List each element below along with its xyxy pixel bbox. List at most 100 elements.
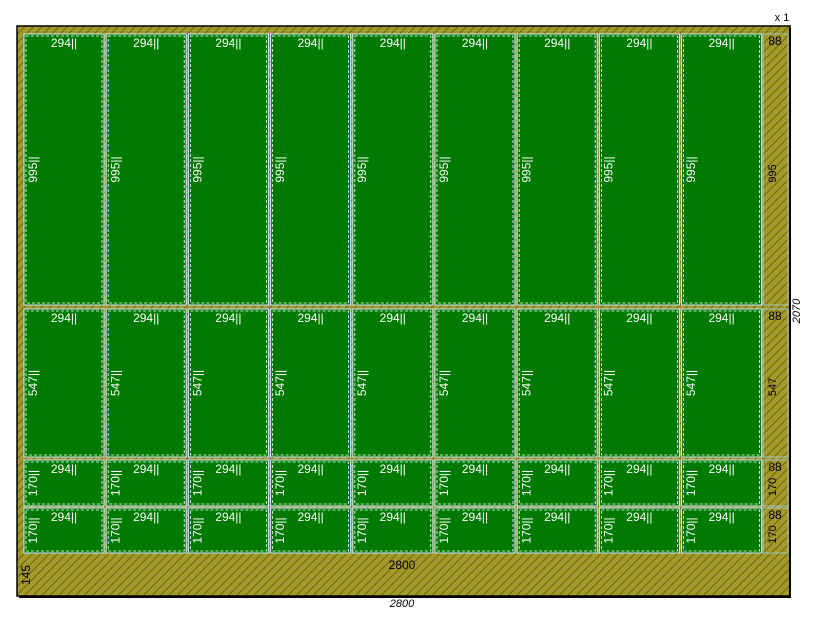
offcut-width: 88 [768, 460, 782, 474]
panel-edge [436, 461, 514, 505]
panel-height: 995|| [437, 156, 451, 182]
panel-height: 170|| [26, 470, 40, 496]
panel-height: 995|| [519, 156, 533, 182]
panel-height: 995|| [108, 156, 122, 182]
panel-height: 170|| [108, 517, 122, 543]
panel-height: 170|| [437, 470, 451, 496]
panel [23, 459, 105, 507]
panel-width: 294|| [51, 462, 77, 476]
panel-edge [25, 310, 103, 456]
panel-height: 995|| [684, 156, 698, 182]
panel-height: 170|| [437, 517, 451, 543]
panel [434, 459, 516, 507]
panel [105, 507, 187, 554]
panel-height: 547|| [108, 370, 122, 396]
panel-edge [189, 509, 267, 552]
offcut-height: 170 [767, 478, 779, 496]
panel-width: 294|| [380, 311, 406, 325]
panel [681, 308, 763, 458]
panel-width: 294|| [626, 462, 652, 476]
panel [105, 33, 187, 306]
panel-edge [436, 310, 514, 456]
offcut-width: 88 [768, 34, 782, 48]
panel-height: 547|| [602, 370, 616, 396]
panel-width: 294|| [297, 462, 323, 476]
panel [352, 33, 434, 306]
offcut-height: 145 [19, 565, 33, 585]
panel [598, 33, 680, 306]
panel-height: 547|| [26, 370, 40, 396]
panel [352, 459, 434, 507]
count-label: x 1 [775, 12, 790, 24]
panel-edge [683, 461, 760, 505]
panel-height: 170|| [355, 470, 369, 496]
panel-height: 170|| [273, 517, 287, 543]
panel-width: 294|| [297, 311, 323, 325]
panel-edge [189, 35, 267, 304]
panel-height: 170|| [519, 517, 533, 543]
panel [270, 33, 352, 306]
panel-width: 294|| [51, 510, 77, 524]
offcut-edge [762, 459, 789, 507]
panel-edge [272, 461, 350, 505]
panel-width: 294|| [462, 311, 488, 325]
panel-edge [436, 509, 514, 552]
panel [598, 459, 680, 507]
panel [270, 308, 352, 458]
panel [187, 459, 269, 507]
panel-height: 547|| [355, 370, 369, 396]
panel-edge [25, 509, 103, 552]
panel [352, 308, 434, 458]
panel-edge [107, 461, 185, 505]
panel-edge [683, 35, 760, 304]
panel-edge [354, 509, 432, 552]
panel [681, 459, 763, 507]
panel-width: 294|| [51, 36, 77, 50]
panel-height: 547|| [191, 370, 205, 396]
panel [270, 507, 352, 554]
panel-width: 294|| [380, 510, 406, 524]
panel-height: 170|| [108, 470, 122, 496]
panel-edge [272, 310, 350, 456]
panel-width: 294|| [462, 462, 488, 476]
panel-width: 294|| [380, 462, 406, 476]
panel [681, 507, 763, 554]
panel [598, 308, 680, 458]
panel-height: 547|| [519, 370, 533, 396]
panel-height: 995|| [273, 156, 287, 182]
panel-height: 170|| [191, 470, 205, 496]
panel-width: 294|| [544, 311, 570, 325]
panel-height: 547|| [437, 370, 451, 396]
panel-edge [601, 461, 678, 505]
panel [187, 507, 269, 554]
panel-edge [107, 509, 185, 552]
panel-height: 995|| [602, 156, 616, 182]
panel [352, 507, 434, 554]
panel [434, 507, 516, 554]
panel-height: 170|| [273, 470, 287, 496]
offcut-height: 170 [767, 525, 779, 543]
panel [187, 308, 269, 458]
panel-edge [436, 35, 514, 304]
offcut-edge [762, 507, 789, 554]
panel-edge [518, 461, 596, 505]
panel-edge [189, 461, 267, 505]
panel-edge [683, 509, 760, 552]
panel-height: 170|| [355, 517, 369, 543]
panel [23, 33, 105, 306]
panel-height: 995|| [191, 156, 205, 182]
panel-edge [601, 310, 678, 456]
panel [270, 459, 352, 507]
panel-width: 294|| [462, 36, 488, 50]
panel-width: 294|| [215, 311, 241, 325]
panel-width: 294|| [215, 36, 241, 50]
panel [434, 33, 516, 306]
panel [23, 507, 105, 554]
panel-height: 170|| [602, 470, 616, 496]
panel-width: 294|| [462, 510, 488, 524]
panel-height: 170|| [26, 517, 40, 543]
panel [516, 507, 598, 554]
panel [598, 507, 680, 554]
panel-width: 294|| [297, 510, 323, 524]
